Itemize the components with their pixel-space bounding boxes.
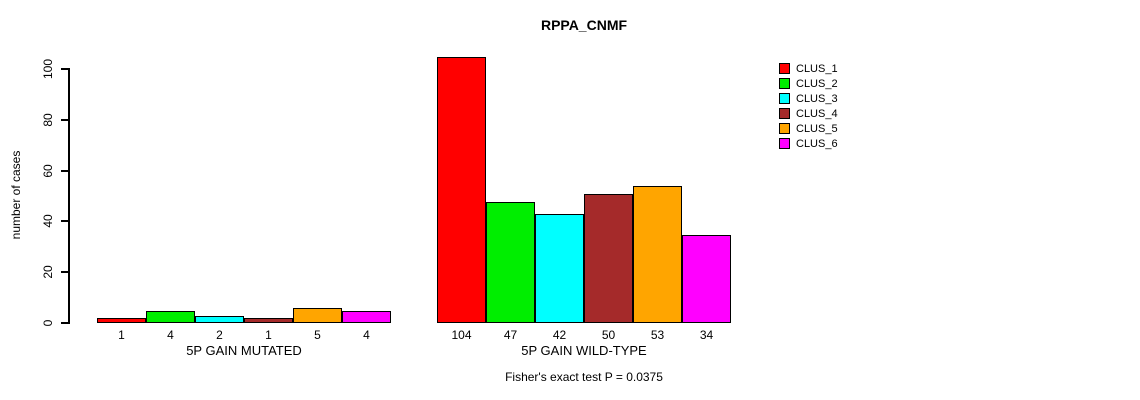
y-tick-label: 80	[41, 113, 55, 127]
legend-row-clus_2: CLUS_2	[779, 76, 838, 91]
bar-clus_1-wildtype	[437, 56, 486, 323]
bar-value-label: 2	[216, 328, 223, 342]
y-tick-label: 20	[41, 265, 55, 279]
legend-label: CLUS_5	[796, 122, 838, 135]
bar-clus_5-wildtype	[633, 186, 682, 323]
bar-value-label: 1	[118, 328, 125, 342]
chart-title: RPPA_CNMF	[68, 17, 1100, 35]
legend: CLUS_1 CLUS_2 CLUS_3 CLUS_4 CLUS_5 CLUS_6	[779, 61, 838, 151]
legend-row-clus_4: CLUS_4	[779, 106, 838, 121]
legend-row-clus_5: CLUS_5	[779, 121, 838, 136]
legend-row-clus_3: CLUS_3	[779, 91, 838, 106]
bar-clus_3-wildtype	[535, 214, 584, 323]
y-tick-mark	[61, 220, 68, 223]
bar-value-label: 47	[503, 328, 518, 342]
legend-swatch-icon	[779, 138, 790, 149]
y-axis-label: number of cases	[9, 150, 23, 240]
bar-value-label: 4	[363, 328, 370, 342]
legend-swatch-icon	[779, 78, 790, 89]
bar-clus_2-mutated	[146, 310, 195, 323]
legend-swatch-icon	[779, 123, 790, 134]
legend-label: CLUS_1	[796, 62, 838, 75]
bar-value-label: 104	[451, 328, 472, 342]
bar-value-label: 4	[167, 328, 174, 342]
y-tick-mark	[61, 322, 68, 324]
bar-value-label: 42	[552, 328, 567, 342]
fisher-test-annotation: Fisher's exact test P = 0.0375	[505, 370, 663, 384]
legend-row-clus_1: CLUS_1	[779, 61, 838, 76]
legend-swatch-icon	[779, 108, 790, 119]
bar-clus_6-mutated	[342, 310, 391, 323]
bar-clus_5-mutated	[293, 308, 342, 323]
bar-value-label: 5	[314, 328, 321, 342]
bar-clus_3-mutated	[195, 315, 244, 323]
y-tick-mark	[61, 118, 68, 121]
legend-label: CLUS_6	[796, 137, 838, 150]
legend-swatch-icon	[779, 63, 790, 74]
legend-label: CLUS_2	[796, 77, 838, 90]
bar-clus_4-mutated	[244, 318, 293, 323]
y-tick-mark	[61, 169, 68, 172]
y-tick-label: 40	[41, 214, 55, 229]
bar-clus_6-wildtype	[682, 234, 731, 323]
bar-clus_4-wildtype	[584, 194, 633, 323]
chart-title-text: RPPA_CNMF	[540, 17, 628, 33]
y-tick-label: 60	[41, 163, 55, 178]
legend-swatch-icon	[779, 93, 790, 104]
bar-clus_1-mutated	[97, 318, 146, 323]
legend-label: CLUS_4	[796, 107, 838, 120]
x-group-label: 5P GAIN MUTATED	[186, 343, 302, 358]
bar-value-label: 50	[601, 328, 616, 342]
bar-value-label: 34	[699, 328, 714, 342]
y-tick-mark	[61, 271, 68, 274]
bar-clus_2-wildtype	[486, 201, 535, 323]
bar-value-label: 1	[265, 328, 272, 342]
legend-label: CLUS_3	[796, 92, 838, 105]
y-tick-label: 100	[41, 58, 55, 80]
bar-value-label: 53	[650, 328, 665, 342]
x-group-label: 5P GAIN WILD-TYPE	[521, 343, 647, 358]
y-axis-line	[68, 68, 70, 324]
y-tick-mark	[61, 68, 68, 70]
y-tick-label: 0	[41, 319, 55, 327]
legend-row-clus_6: CLUS_6	[779, 136, 838, 151]
